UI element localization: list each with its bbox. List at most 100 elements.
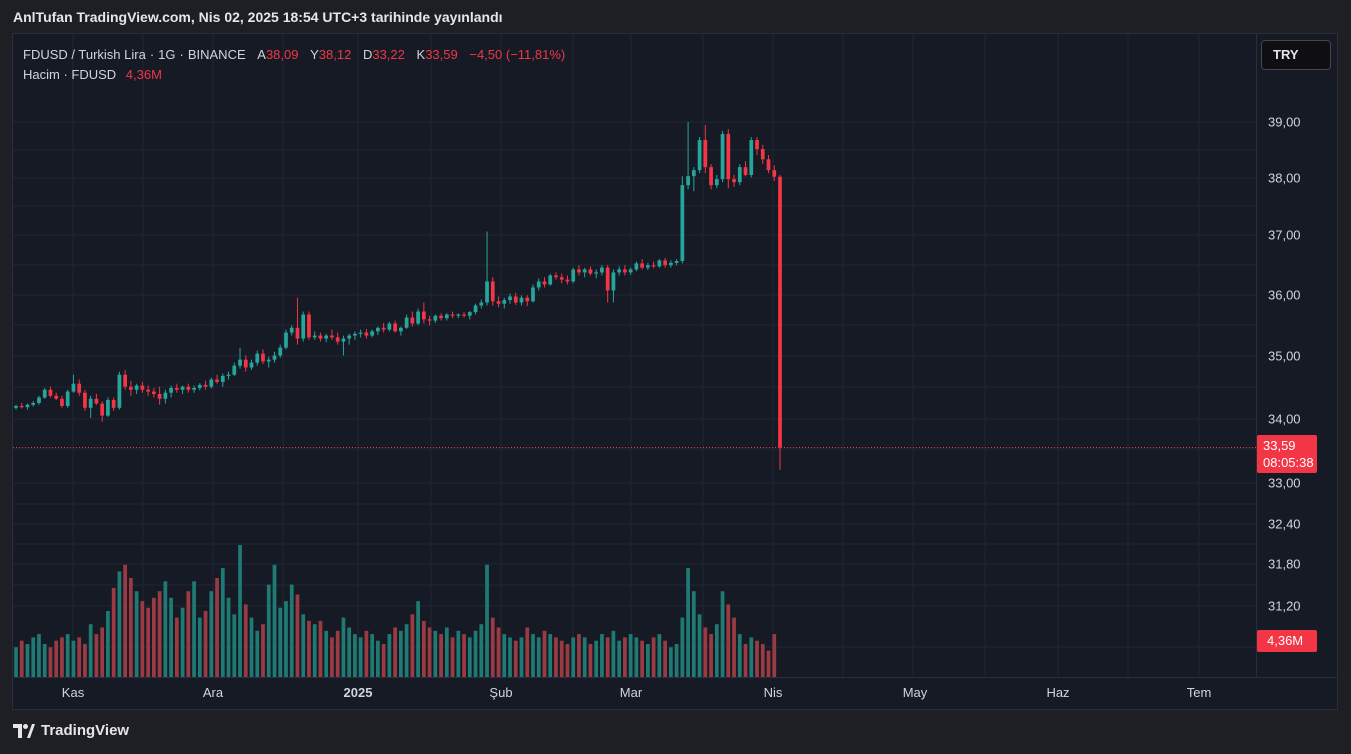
volume-bar: [347, 627, 352, 677]
volume-bar: [381, 644, 386, 677]
price-axis-label: 32,40: [1268, 516, 1301, 532]
volume-bar: [496, 627, 501, 677]
candle-body: [318, 335, 323, 339]
tradingview-logo-icon: [13, 723, 35, 738]
volume-bar: [737, 634, 742, 677]
legend-interval[interactable]: 1G: [158, 47, 176, 62]
volume-bar: [209, 591, 214, 677]
candle-body: [353, 333, 357, 336]
legend-exchange: BINANCE: [187, 47, 246, 62]
candle-body: [232, 365, 237, 375]
volume-bar: [65, 634, 70, 677]
legend-close-value: 33,59: [425, 47, 458, 62]
volume-bar: [307, 620, 311, 677]
volume-bar: [697, 614, 702, 677]
candle-body: [129, 386, 133, 390]
volume-bar: [594, 640, 599, 677]
volume-bar: [548, 634, 553, 677]
candle-body: [42, 389, 47, 398]
volume-bar: [571, 637, 576, 677]
candle-body: [467, 312, 472, 316]
volume-bar: [600, 634, 604, 677]
volume-bar: [651, 637, 656, 677]
volume-bar: [14, 647, 18, 677]
volume-bar: [232, 614, 237, 677]
time-axis-label: Tem: [1186, 685, 1212, 700]
tradingview-logo[interactable]: TradingView: [13, 722, 129, 739]
legend-volume-row: Hacim · FDUSD 4,36M: [23, 65, 565, 85]
candle-body: [19, 405, 24, 408]
candle-body: [94, 398, 99, 404]
volume-bar: [674, 644, 679, 677]
candle-body: [106, 399, 110, 416]
candle-body: [169, 387, 173, 393]
candle-body: [376, 327, 380, 332]
candle-body: [289, 327, 294, 333]
candle-body: [37, 397, 41, 403]
candle-body: [100, 403, 105, 416]
candle-body: [674, 260, 679, 263]
volume-bar: [289, 584, 294, 677]
price-pane[interactable]: [13, 34, 1256, 677]
candle-body: [617, 269, 622, 273]
volume-bar: [140, 601, 145, 677]
volume-bar: [192, 581, 196, 677]
currency-button[interactable]: TRY: [1261, 40, 1331, 70]
candle-body: [71, 383, 76, 392]
volume-bar: [151, 597, 156, 677]
volume-bar: [255, 630, 260, 677]
volume-bar: [508, 637, 512, 677]
volume-bar: [513, 640, 518, 677]
volume-bar: [531, 634, 535, 677]
volume-bar: [766, 650, 771, 677]
volume-bar: [623, 637, 627, 677]
volume-bar: [703, 627, 708, 677]
chart-container[interactable]: FDUSD / Turkish Lira · 1G · BINANCE A38,09 Y…: [12, 33, 1338, 710]
candle-body: [335, 337, 340, 342]
legend-symbol[interactable]: FDUSD / Turkish Lira: [23, 47, 146, 62]
legend-ohlc-row: FDUSD / Turkish Lira · 1G · BINANCE A38,09 Y…: [23, 45, 565, 65]
candle-body: [766, 159, 771, 171]
candle-body: [605, 267, 610, 291]
volume-bar: [657, 634, 662, 677]
candle-body: [226, 374, 231, 376]
price-axis[interactable]: 39,00 38,00 37,00 36,00 35,00 34,00 33,00 32,40…: [1256, 34, 1337, 677]
volume-bar: [312, 624, 317, 677]
candle-body: [427, 319, 432, 321]
volume-bar: [646, 644, 650, 677]
volume-bar: [111, 587, 116, 677]
candle-body: [192, 387, 196, 390]
volume-bar: [559, 640, 564, 677]
candle-body: [697, 140, 702, 171]
volume-bar: [456, 630, 461, 677]
volume-bar: [404, 624, 409, 677]
legend-close-label: K: [416, 47, 426, 62]
volume-bar: [393, 627, 397, 677]
candlestick-chart[interactable]: [13, 34, 1256, 677]
candle-body: [611, 272, 616, 291]
time-axis-label: Haz: [1046, 685, 1070, 700]
time-axis[interactable]: [13, 677, 1337, 709]
candle-body: [220, 375, 225, 382]
candle-body: [83, 392, 87, 408]
candle-body: [416, 311, 420, 324]
legend-volume-value: 4,36M: [125, 67, 162, 82]
volume-bar: [663, 640, 667, 677]
volume-bar: [473, 630, 478, 677]
candle-body: [284, 332, 288, 348]
legend-volume-label[interactable]: Hacim · FDUSD: [23, 67, 117, 82]
candle-body: [134, 385, 139, 390]
candle-body: [341, 338, 346, 342]
volume-bar: [565, 644, 570, 677]
candle-body: [238, 359, 242, 366]
candle-body: [703, 140, 708, 168]
candle-body: [594, 272, 599, 274]
candle-body: [393, 323, 397, 332]
candle-body: [301, 314, 306, 339]
candle-body: [364, 332, 369, 336]
candle-body: [197, 384, 202, 388]
volume-bar: [330, 637, 334, 677]
candle-body: [634, 263, 639, 270]
legend-change: −4,50 (−11,81%): [469, 47, 566, 62]
volume-bar: [335, 630, 340, 677]
